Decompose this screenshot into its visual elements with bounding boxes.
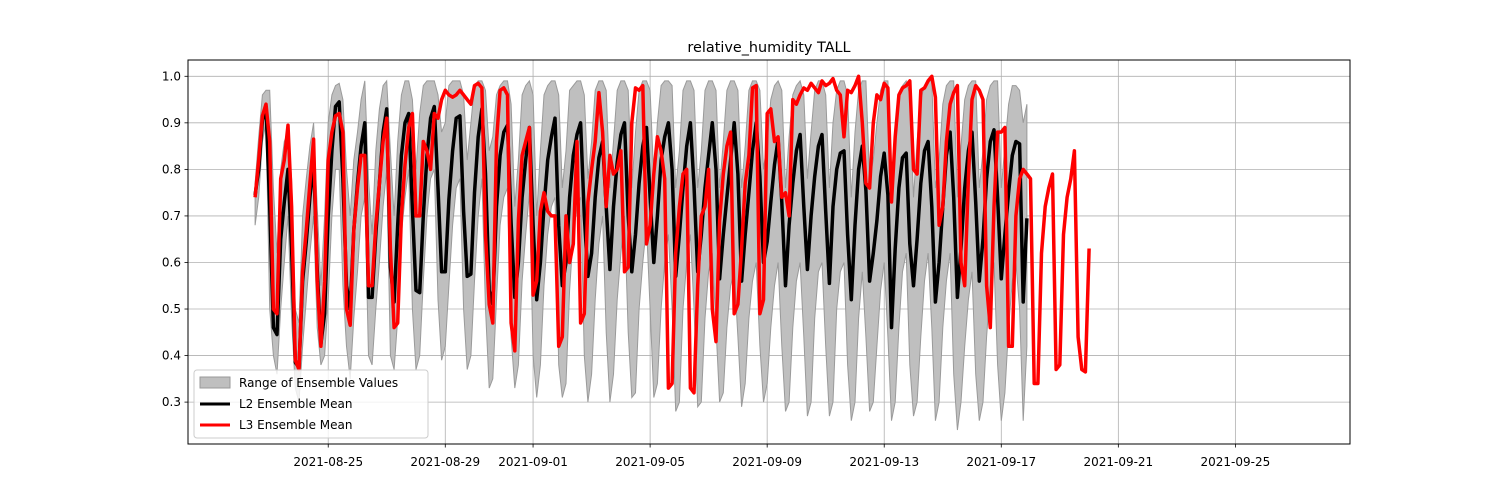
y-tick-label: 0.8 <box>162 162 181 176</box>
y-tick-label: 0.5 <box>162 302 181 316</box>
x-tick-label: 2021-09-05 <box>615 455 685 469</box>
series-lines-layer <box>253 74 1091 395</box>
legend-range-swatch <box>199 376 231 389</box>
chart-title: relative_humidity TALL <box>687 40 850 56</box>
x-tick-label: 2021-09-25 <box>1201 455 1271 469</box>
x-tick-label: 2021-09-21 <box>1083 455 1153 469</box>
axis-ticks: 0.3 0.4 0.5 0.6 0.7 0.8 0.9 1.0 2021-08-25 2021-0… <box>162 69 1270 469</box>
y-tick-label: 0.7 <box>162 209 181 223</box>
x-tick-label: 2021-08-29 <box>410 455 480 469</box>
legend: Range of Ensemble Values L2 Ensemble Mea… <box>193 369 429 439</box>
legend-range-label: Range of Ensemble Values <box>239 376 398 390</box>
plot-area-frame <box>187 59 1351 445</box>
y-tick-label: 0.3 <box>162 395 181 409</box>
x-tick-label: 2021-09-17 <box>966 455 1036 469</box>
y-tick-label: 0.9 <box>162 116 181 130</box>
legend-l3-label: L3 Ensemble Mean <box>239 418 353 432</box>
x-tick-label: 2021-09-13 <box>849 455 919 469</box>
legend-box <box>193 369 429 439</box>
x-tick-label: 2021-09-09 <box>732 455 802 469</box>
x-tick-label: 2021-09-01 <box>498 455 568 469</box>
legend-l2-label: L2 Ensemble Mean <box>239 397 353 411</box>
y-tick-label: 0.4 <box>162 349 181 363</box>
y-tick-label: 1.0 <box>162 69 181 83</box>
l3-ensemble-mean-line <box>253 74 1091 395</box>
y-tick-label: 0.6 <box>162 255 181 269</box>
x-tick-label: 2021-08-25 <box>293 455 363 469</box>
